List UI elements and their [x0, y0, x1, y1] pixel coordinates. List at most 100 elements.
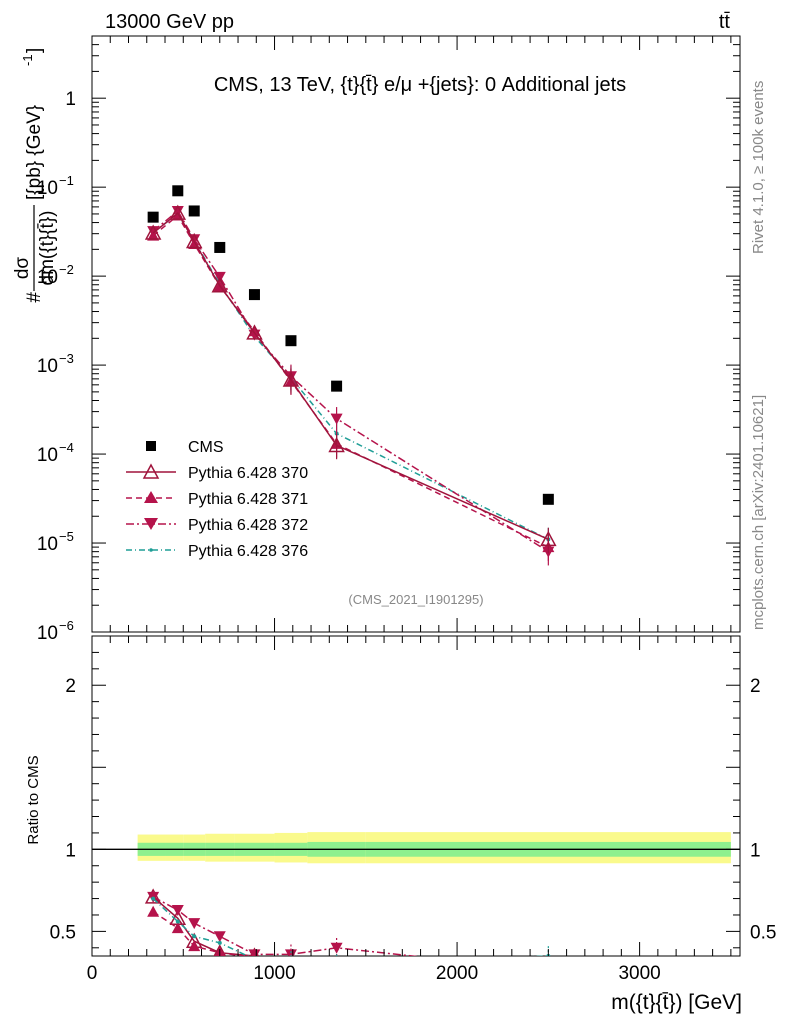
ratio-point-ratio-pythia-6-428-370-7	[541, 959, 555, 972]
x-tick-label-3: 3000	[618, 963, 660, 984]
data-point-cms-3	[214, 241, 226, 253]
legend-entry-372: Pythia 6.428 372	[126, 517, 308, 534]
legend-label-cms: CMS	[188, 439, 224, 456]
legend-label-370: Pythia 6.428 370	[188, 465, 308, 482]
ratio-point-ratio-pythia-6-428-370-4	[249, 947, 260, 956]
ratio-point-ratio-pythia-6-428-376-2	[192, 934, 197, 939]
y-tick-label-main-4: 10	[37, 267, 58, 288]
x-tick-label-2: 2000	[436, 963, 478, 984]
ratio-y-tick-label-left-2: 2	[65, 676, 76, 697]
data-point-cms-6	[331, 380, 343, 392]
y-tick-label-main-0: 10	[37, 623, 58, 644]
process-label: tt̄	[719, 11, 731, 33]
y-tick-label-main-1: 10	[37, 534, 58, 555]
ratio-point-ratio-pythia-6-428-370-6	[330, 970, 344, 983]
y-label-numerator: dσ	[12, 257, 33, 280]
ratio-line-ratio-pythia-6-428-370	[152, 896, 259, 956]
y-tick-label-main-2: 10	[37, 445, 58, 466]
data-point-cms-7	[542, 493, 554, 505]
y-label-units-exp: -1	[20, 54, 35, 66]
data-point-cms-4	[248, 289, 260, 301]
y-tick-label-exp-3: −3	[59, 351, 74, 366]
series-line-pythia-6-428-370	[152, 212, 549, 541]
legend-entry-cms: CMS	[146, 439, 224, 456]
x-tick-label-1: 1000	[253, 963, 295, 984]
ratio-y-tick-labels: 0.5 0.5 1 1 2 2	[50, 676, 777, 943]
x-axis-label: m({t}{t̄}) [GeV]	[611, 991, 742, 1014]
ratio-point-ratio-pythia-6-428-376-4	[252, 957, 256, 961]
data-point-pythia-6-428-371-0	[147, 229, 160, 241]
data-point-pythia-6-428-372-6	[330, 413, 343, 425]
legend-entry-370: Pythia 6.428 370	[126, 463, 308, 482]
main-plot-frame	[91, 35, 741, 633]
ratio-line-ratio-pythia-6-428-376	[152, 898, 549, 956]
ratio-y-tick-label-left-1: 1	[65, 840, 76, 861]
ratio-point-ratio-pythia-6-428-376-3	[217, 940, 222, 945]
ratio-y-axis-label: Ratio to CMS	[25, 755, 42, 844]
ratio-point-ratio-pythia-6-428-376-1	[175, 919, 180, 924]
data-point-pythia-6-428-370-4	[246, 324, 263, 340]
data-point-pythia-6-428-370-7	[540, 530, 557, 547]
y-label-units-close: ]	[24, 48, 45, 53]
main-y-tick-labels: 10 −610 −510 −410 −310 −210 −11	[37, 89, 76, 644]
data-point-cms-2	[188, 205, 200, 217]
ratio-line-ratio-pythia-6-428-372	[152, 896, 420, 956]
ratio-point-ratio-pythia-6-428-372-1	[171, 905, 184, 917]
legend-entry-371: Pythia 6.428 371	[126, 491, 308, 508]
main-axis-ticks	[91, 35, 740, 633]
y-tick-label-exp-5: −1	[59, 173, 74, 188]
ratio-point-ratio-pythia-6-428-371-1	[171, 922, 184, 934]
data-point-pythia-6-428-370-3	[211, 277, 229, 293]
ratio-line-ratio-pythia-6-428-371	[152, 911, 249, 956]
y-label-denominator: dm({t}{t̄})	[37, 211, 58, 286]
legend-label-376: Pythia 6.428 376	[188, 543, 308, 560]
legend-marker-372	[144, 518, 158, 530]
main-plot-area	[144, 185, 557, 566]
legend-label-371: Pythia 6.428 371	[188, 491, 308, 508]
ratio-point-ratio-pythia-6-428-372-2	[188, 918, 201, 930]
y-tick-label-exp-1: −5	[59, 529, 74, 544]
ratio-point-ratio-pythia-6-428-370-3	[213, 944, 227, 956]
x-tick-labels: 0 1000 2000 3000	[87, 963, 661, 984]
y-tick-label-main-5: 10	[37, 178, 58, 199]
data-point-pythia-6-428-370-6	[328, 436, 345, 453]
legend-marker-cms	[146, 441, 156, 451]
ratio-point-ratio-pythia-6-428-376-0	[151, 896, 156, 901]
data-point-pythia-6-428-370-2	[185, 232, 203, 249]
y-label-prefix: #	[24, 292, 45, 303]
data-point-pythia-6-428-371-4	[248, 325, 261, 337]
data-point-cms-1	[172, 185, 184, 197]
data-point-pythia-6-428-370-0	[144, 224, 162, 240]
ratio-point-ratio-pythia-6-428-371-7	[542, 960, 554, 971]
main-y-axis-label: # dσ dm({t}{t̄}) [{pb} {GeV} -1 ]	[12, 48, 58, 303]
ratio-y-tick-label-right-0: 0.5	[750, 922, 776, 943]
y-tick-label-exp-4: −2	[59, 262, 74, 277]
ratio-y-tick-label-right-1: 1	[750, 840, 761, 861]
y-tick-label-main-3: 10	[37, 356, 58, 377]
ratio-y-tick-label-left-0: 0.5	[50, 922, 76, 943]
y-tick-label-exp-2: −4	[59, 440, 74, 455]
ratio-point-ratio-pythia-6-428-371-2	[188, 940, 201, 952]
ratio-point-ratio-pythia-6-428-371-0	[147, 905, 160, 917]
legend-entry-376: Pythia 6.428 376	[126, 543, 308, 560]
y-tick-label-exp-0: −6	[59, 618, 74, 633]
data-point-cms-5	[285, 335, 297, 347]
ratio-point-ratio-pythia-6-428-372-6	[330, 942, 343, 954]
data-point-pythia-6-428-370-1	[169, 204, 187, 220]
legend-marker-376	[149, 548, 153, 552]
ratio-y-tick-label-right-2: 2	[750, 676, 761, 697]
ratio-plot-frame	[91, 635, 741, 957]
legend-marker-371	[144, 491, 158, 503]
rivet-version-label: Rivet 4.1.0, ≥ 100k events	[750, 81, 767, 254]
ratio-point-ratio-pythia-6-428-376-6	[335, 962, 339, 966]
ratio-axis-ticks	[91, 636, 740, 956]
ratio-point-ratio-pythia-6-428-371-6	[331, 971, 343, 982]
x-tick-label-0: 0	[87, 963, 98, 984]
analysis-watermark: (CMS_2021_I1901295)	[348, 592, 483, 607]
legend-label-372: Pythia 6.428 372	[188, 517, 308, 534]
ratio-point-ratio-pythia-6-428-372-3	[213, 931, 226, 943]
data-point-pythia-6-428-370-5	[282, 371, 300, 387]
legend: CMS Pythia 6.428 370 Pythia 6.428 371 Py…	[126, 439, 308, 560]
ratio-point-ratio-pythia-6-428-372-7	[542, 966, 554, 977]
